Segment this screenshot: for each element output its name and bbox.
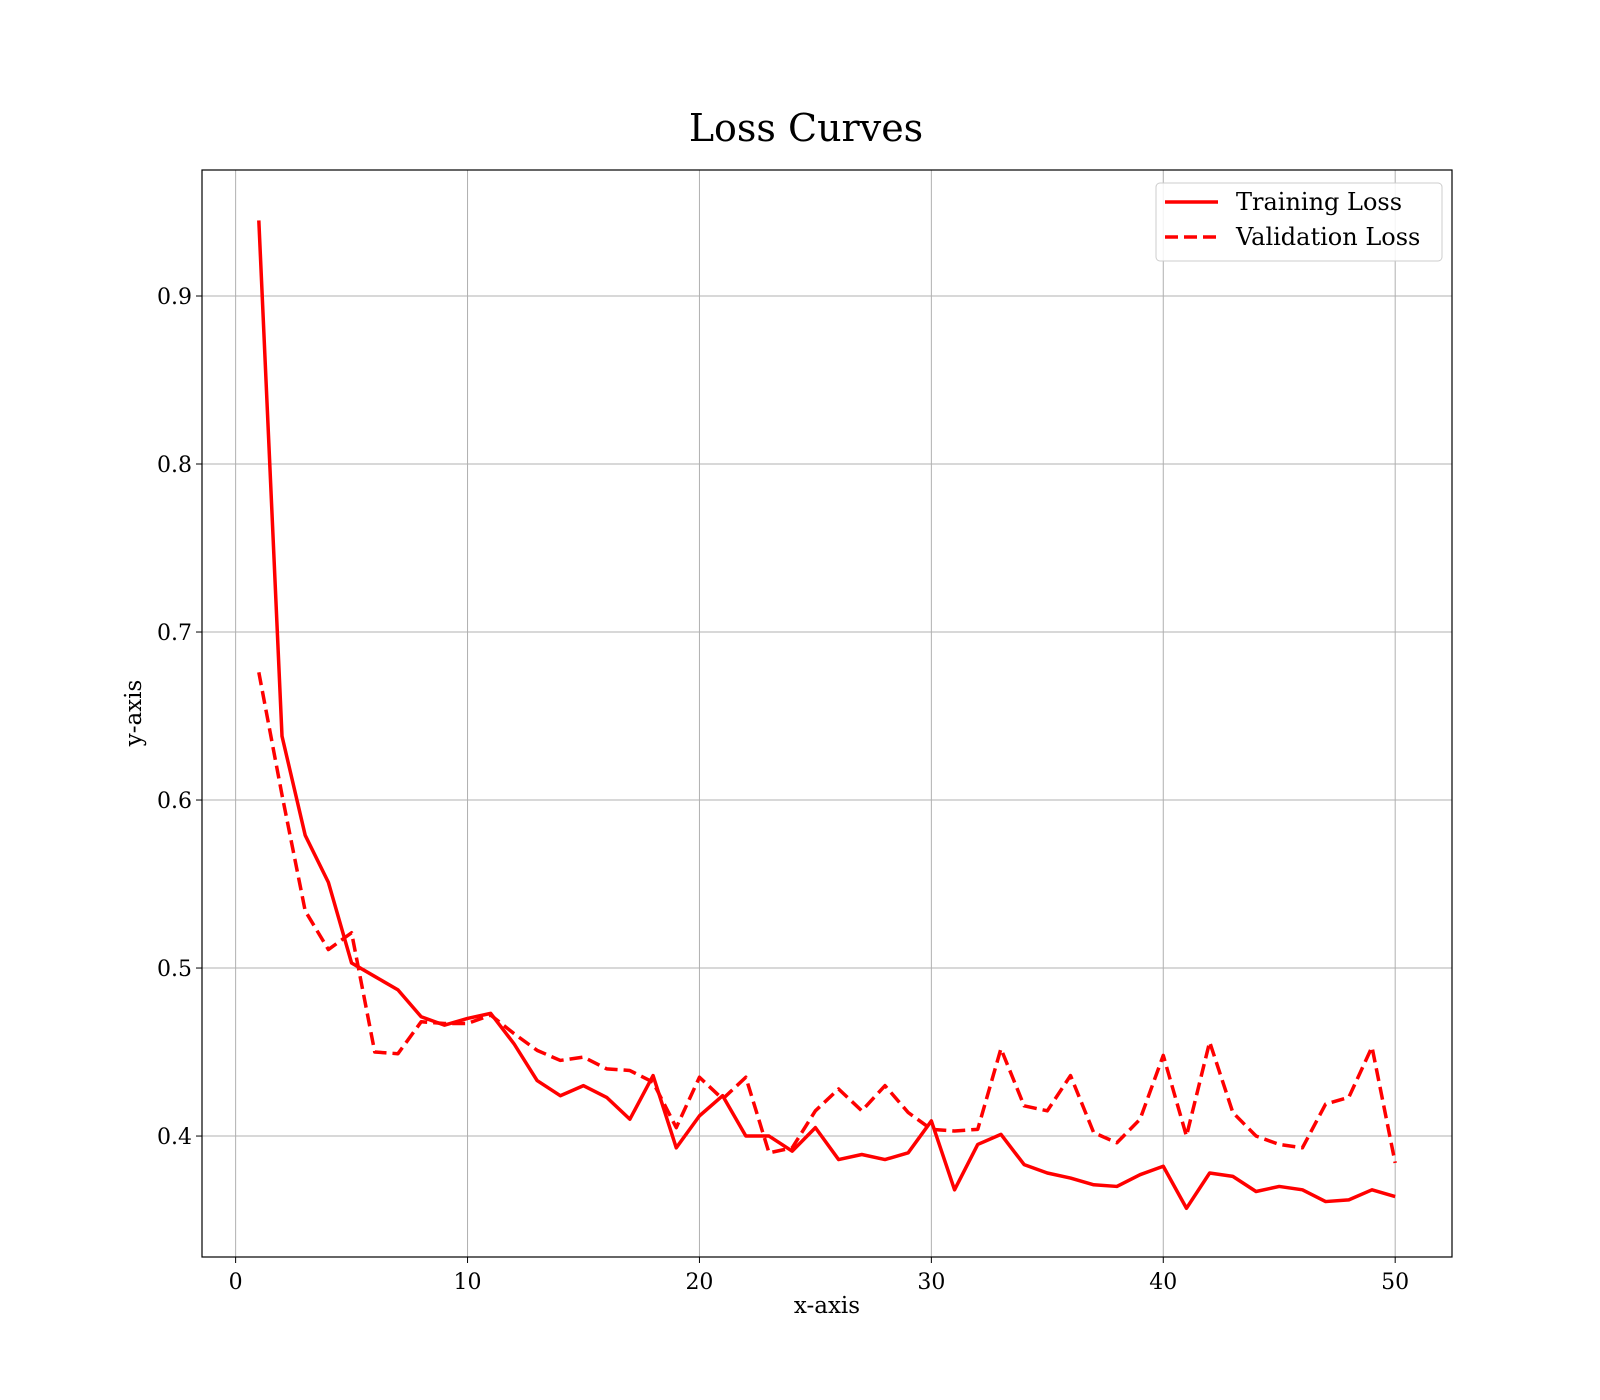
- y-tick-label: 0.6: [157, 789, 192, 814]
- x-tick-label: 30: [917, 1270, 945, 1295]
- y-tick-label: 0.9: [157, 285, 192, 310]
- validation-loss-line: [257, 672, 1397, 1164]
- x-tick-label: 20: [685, 1270, 713, 1295]
- y-tick-label: 0.8: [157, 453, 192, 478]
- legend-box: [1155, 182, 1443, 262]
- y-tick-label: 0.5: [157, 957, 192, 982]
- plot-frame: [201, 169, 1453, 1258]
- training-loss-line: [257, 220, 1396, 1211]
- legend-validation-label: Validation Loss: [1235, 223, 1420, 251]
- axis-ticks: 0 10 20 30 40 50 0.4 0.5 0.6 0.7 0.8 0.9: [157, 285, 1409, 1295]
- x-tick-label: 0: [229, 1270, 243, 1295]
- chart-title: Loss Curves: [689, 106, 923, 150]
- legend: Training Loss Validation Loss: [1155, 182, 1443, 262]
- x-tick-label: 40: [1149, 1270, 1177, 1295]
- x-axis-label: x-axis: [794, 1293, 860, 1319]
- grid: [202, 170, 1452, 1257]
- y-tick-label: 0.7: [157, 621, 192, 646]
- x-tick-label: 50: [1381, 1270, 1409, 1295]
- x-tick-label: 10: [454, 1270, 482, 1295]
- series-group: [257, 220, 1397, 1211]
- y-axis-label: y-axis: [121, 680, 147, 748]
- y-tick-label: 0.4: [157, 1125, 192, 1150]
- legend-training-label: Training Loss: [1236, 188, 1402, 216]
